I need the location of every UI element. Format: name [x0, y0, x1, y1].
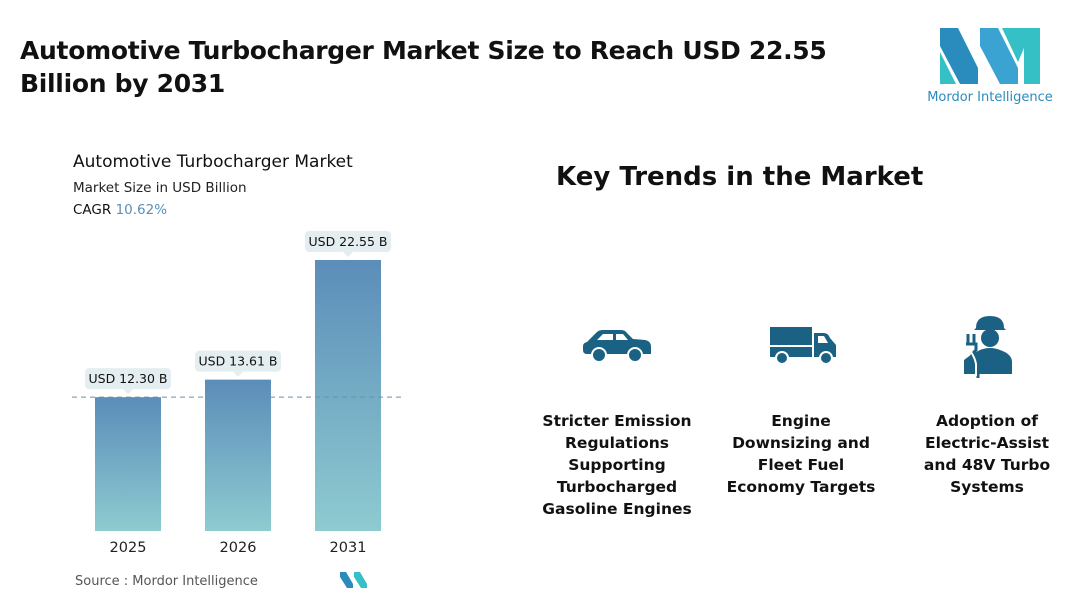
x-tick-label: 2025	[110, 540, 147, 556]
bar-2025	[95, 397, 161, 531]
cagr: CAGR 10.62%	[73, 202, 167, 218]
data-label: USD 13.61 B	[198, 354, 277, 369]
data-label-bg	[195, 350, 281, 372]
bar-2026	[205, 379, 271, 531]
page-title: Automotive Turbocharger Market Size to R…	[20, 36, 827, 98]
chart-subtitle: Market Size in USD Billion	[73, 180, 247, 196]
mordor-small-logo-icon	[340, 572, 367, 588]
bar-chart: USD 12.30 B 2025 USD 13.61 B 2026 USD 22.55 …	[72, 231, 405, 556]
data-label-pointer	[233, 371, 243, 377]
source-note: Source : Mordor Intelligence	[75, 574, 258, 589]
x-tick-label: 2026	[220, 540, 257, 556]
mordor-logo: Mordor Intelligence	[925, 28, 1055, 105]
data-label: USD 22.55 B	[308, 234, 387, 249]
data-label-pointer	[123, 389, 133, 395]
key-trends-heading: Key Trends in the Market	[556, 162, 924, 192]
data-label-bg	[305, 231, 391, 252]
bar-2031	[315, 260, 381, 531]
mordor-logo-icon	[940, 28, 1040, 84]
engineer-plug-icon	[964, 316, 1012, 378]
logo-text: Mordor Intelligence	[927, 90, 1053, 105]
x-tick-label: 2031	[330, 540, 367, 556]
car-icon	[583, 330, 651, 363]
cagr-label: CAGR	[73, 202, 112, 218]
trend-item-3: Adoption of Electric-Assist and 48V Turb…	[923, 412, 1051, 496]
chart-title: Automotive Turbocharger Market	[73, 152, 353, 172]
truck-icon	[770, 327, 836, 365]
trend-item-2: Engine Downsizing and Fleet Fuel Economy…	[726, 412, 876, 496]
cagr-value: 10.62%	[115, 202, 168, 218]
trend-item-1: Stricter Emission Regulations Supporting…	[542, 412, 692, 518]
data-label-bg	[85, 368, 171, 390]
data-label: USD 12.30 B	[88, 371, 167, 386]
data-label-pointer	[343, 252, 353, 257]
